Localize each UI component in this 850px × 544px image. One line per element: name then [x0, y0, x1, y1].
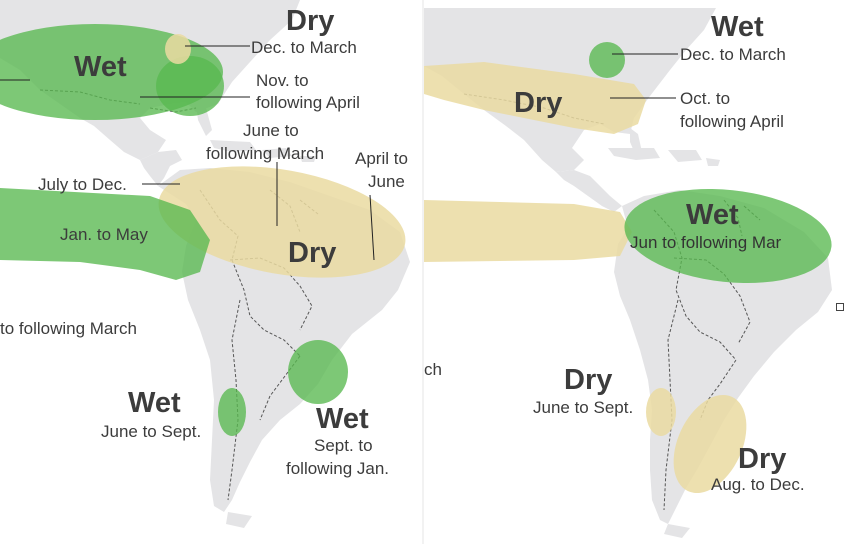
label-wet-top: Wet [74, 51, 127, 83]
label-wet-se: Wet [316, 403, 369, 435]
label-dry-center: Dry [288, 237, 336, 269]
label-sept-jan-2: following Jan. [286, 459, 389, 478]
label-april-june-2: June [368, 172, 405, 191]
tierra-del-fuego [664, 524, 690, 538]
dry-region-chile [646, 388, 676, 436]
label-dry-us: Dry [514, 87, 562, 119]
dry-region-southeast-south-america [673, 394, 747, 494]
wet-region-chile [218, 388, 246, 436]
left-map-panel: Dry Dec. to March Wet Nov. to following … [0, 0, 422, 544]
wet-region-southeast-south-america [288, 340, 348, 404]
dry-region-us-south [424, 62, 646, 134]
label-june-sept: June to Sept. [101, 422, 201, 441]
right-map: Wet Dec. to March Dry Oct. to following … [424, 8, 832, 538]
wet-region-mexico-east [156, 56, 224, 116]
label-jan-may: Jan. to May [60, 225, 148, 244]
label-april-june-1: April to [355, 149, 408, 168]
label-nov-april-1: Nov. to [256, 71, 309, 90]
central-america [556, 170, 622, 212]
caribbean-islands [608, 148, 720, 166]
dry-region-pacific [424, 200, 632, 262]
tierra-del-fuego [226, 512, 252, 528]
label-june-sept: June to Sept. [533, 398, 633, 417]
caribbean-islands [210, 140, 316, 162]
label-ch-fragment: ch [424, 360, 442, 379]
dry-region-northern-south-america [158, 166, 406, 278]
label-oct-april-1: Oct. to [680, 89, 730, 108]
label-sept-jan-1: Sept. to [314, 436, 373, 455]
label-dec-march: Dec. to March [680, 45, 786, 64]
label-dry-se: Dry [738, 443, 786, 475]
dry-region-florida [165, 34, 191, 64]
label-dec-march: Dec. to March [251, 38, 357, 57]
label-wet-chile: Wet [128, 387, 181, 419]
central-america [140, 150, 182, 186]
wet-region-pacific [0, 188, 210, 280]
panel-divider [422, 0, 424, 544]
leader-april-june [369, 194, 375, 261]
label-aug-dec: Aug. to Dec. [711, 475, 805, 494]
wet-region-northeast-us [589, 42, 625, 78]
label-june-march-1: June to [243, 121, 299, 140]
label-wet-top: Wet [711, 11, 764, 43]
label-wet-center: Wet [686, 199, 739, 231]
left-map: Dry Dec. to March Wet Nov. to following … [0, 0, 410, 528]
label-july-dec: July to Dec. [38, 175, 127, 194]
right-map-panel: Wet Dec. to March Dry Oct. to following … [424, 0, 850, 544]
label-dry-chile: Dry [564, 364, 612, 396]
label-oct-april-2: following April [680, 112, 784, 131]
label-june-march-2: following March [206, 144, 324, 163]
label-nov-april-2: following April [256, 93, 360, 112]
wet-region-northern-south-america [624, 188, 832, 284]
label-jun-mar: Jun to following Mar [630, 233, 782, 252]
label-dry-top: Dry [286, 5, 334, 37]
label-to-following-march: to following March [0, 319, 137, 338]
resize-handle[interactable] [836, 303, 844, 311]
